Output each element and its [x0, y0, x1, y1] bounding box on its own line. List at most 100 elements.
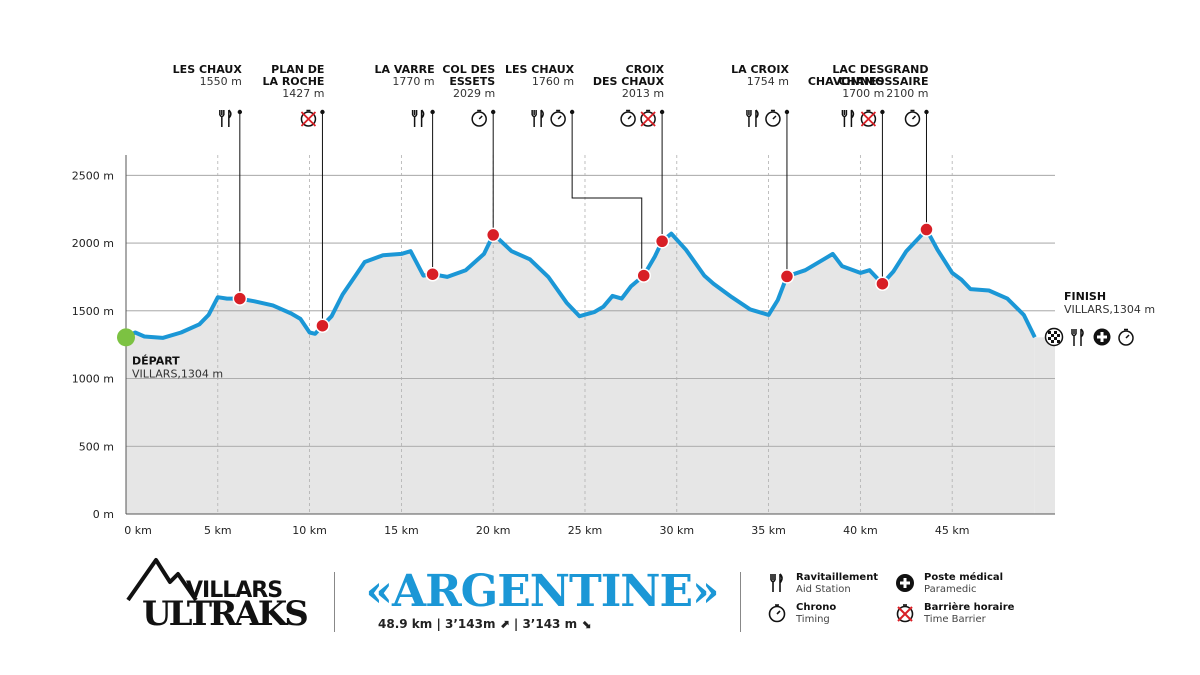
- y-tick-label: 0 m: [93, 508, 114, 521]
- aid-station-icon: [411, 109, 425, 127]
- elevation-profile-chart: 0 m 500 m 1000 m 1500 m 2000 m 2500 m 0 km 5 km…: [72, 63, 1155, 537]
- waypoint-marker: [315, 318, 330, 333]
- time-barrier-icon: [640, 109, 656, 127]
- mountain-logo-icon: [126, 558, 198, 602]
- time-barrier-icon: [860, 109, 877, 127]
- profile-area: [126, 229, 1035, 514]
- aid-station-icon: [770, 573, 783, 592]
- x-tick-label: 40 km: [843, 524, 878, 537]
- waypoint-name: CHAMOSSAIRE: [838, 75, 928, 88]
- legend-subtitle: Paramedic: [924, 584, 977, 595]
- legend-medical: Poste médical Paramedic: [894, 572, 1003, 596]
- chrono-icon: [1118, 328, 1134, 346]
- legend-chrono: Chrono Timing: [766, 602, 836, 626]
- waypoint-name: COL DES: [442, 63, 495, 76]
- x-tick-label: 45 km: [935, 524, 970, 537]
- waypoint-elevation: 2100 m: [886, 87, 928, 100]
- chrono-icon: [765, 109, 781, 127]
- y-tick-label: 2000 m: [72, 237, 114, 250]
- y-tick-label: 1500 m: [72, 305, 114, 318]
- waypoint-elevation: 1700 m: [842, 87, 884, 100]
- footer-divider: [740, 572, 741, 632]
- waypoint-marker: [919, 222, 934, 237]
- waypoint-name: CROIX: [626, 63, 665, 76]
- waypoint-elevation: 2029 m: [453, 87, 495, 100]
- legend-subtitle: Aid Station: [796, 584, 851, 595]
- start-marker: [117, 328, 135, 347]
- waypoint-elevation: 1760 m: [532, 75, 574, 88]
- waypoint-name: CHAVONNES: [808, 75, 885, 88]
- waypoint-elevation: 1754 m: [747, 75, 789, 88]
- waypoint-name: LA VARRE: [375, 63, 435, 76]
- x-tick-label: 0 km: [124, 524, 152, 537]
- pole-top-dot: [659, 109, 665, 115]
- x-tick-label: 10 km: [292, 524, 327, 537]
- pole-top-dot: [784, 109, 790, 115]
- pole-top-dot: [237, 109, 243, 115]
- pole-top-dot: [880, 109, 885, 115]
- start-name: DÉPART: [132, 354, 180, 367]
- y-tick-label: 2500 m: [72, 169, 114, 182]
- finish-detail: VILLARS,1304 m: [1064, 303, 1155, 316]
- legend-title: Ravitaillement: [796, 572, 879, 583]
- waypoint-elevation: 1550 m: [200, 75, 242, 88]
- waypoint-name: DES CHAUX: [593, 75, 665, 88]
- waypoint-elevation: 2013 m: [622, 87, 664, 100]
- waypoint-marker: [875, 276, 890, 291]
- legend-subtitle: Time Barrier: [924, 614, 986, 625]
- y-tick-label: 1000 m: [72, 373, 114, 386]
- waypoint-name: LA CROIX: [731, 63, 789, 76]
- aid-station-icon: [841, 109, 855, 127]
- y-tick-label: 500 m: [79, 440, 114, 453]
- waypoint-name: GRAND: [884, 63, 928, 76]
- aid-station-icon: [746, 109, 759, 127]
- time-barrier-icon: [896, 604, 914, 623]
- finish-flag-icon: [1044, 327, 1064, 347]
- legend-subtitle: Timing: [796, 614, 830, 625]
- waypoint-name: PLAN DE: [271, 63, 324, 76]
- legend-time-barrier: Barrière horaire Time Barrier: [894, 602, 1014, 626]
- start-detail: VILLARS,1304 m: [132, 367, 223, 380]
- waypoint-elevation: 1427 m: [282, 87, 324, 100]
- pole-top-dot: [569, 109, 575, 115]
- legend-title: Chrono: [796, 602, 837, 613]
- waypoint-name: ESSETS: [449, 75, 495, 88]
- x-tick-label: 5 km: [204, 524, 232, 537]
- aid-station-icon: [531, 109, 544, 127]
- chrono-icon: [550, 109, 566, 127]
- logo-villars: VILLARS: [186, 578, 283, 603]
- pole-top-dot: [320, 109, 325, 115]
- finish-name: FINISH: [1064, 290, 1106, 303]
- aid-station-icon: [1071, 328, 1084, 346]
- logo-ultraks: ULTRAKS: [142, 594, 309, 634]
- chrono-icon: [471, 109, 487, 127]
- race-name: «ARGENTINE»: [365, 566, 719, 617]
- stopwatch-icon: [768, 604, 786, 623]
- waypoint-pole: [571, 112, 643, 276]
- legend-title: Poste médical: [924, 572, 1004, 583]
- chrono-icon: [620, 109, 636, 127]
- legend-title: Barrière horaire: [924, 602, 1015, 613]
- medical-icon: [1093, 328, 1111, 346]
- waypoint-elevation: 1770 m: [392, 75, 434, 88]
- legend-aid-station: Ravitaillement Aid Station: [766, 572, 878, 596]
- waypoint-name: LA ROCHE: [262, 75, 324, 88]
- race-stats: 48.9 km | 3’143m ⬈ | 3’143 m ⬊: [378, 617, 592, 631]
- x-tick-label: 35 km: [751, 524, 786, 537]
- medical-cross-icon: [896, 574, 914, 592]
- waypoint-marker: [485, 227, 501, 243]
- waypoint-marker: [779, 269, 795, 284]
- profile-area-tail: [1034, 337, 1055, 514]
- chrono-icon: [904, 109, 921, 127]
- waypoint-marker: [425, 266, 440, 282]
- x-tick-label: 15 km: [384, 524, 419, 537]
- aid-station-icon: [219, 109, 232, 127]
- time-barrier-icon: [300, 109, 317, 127]
